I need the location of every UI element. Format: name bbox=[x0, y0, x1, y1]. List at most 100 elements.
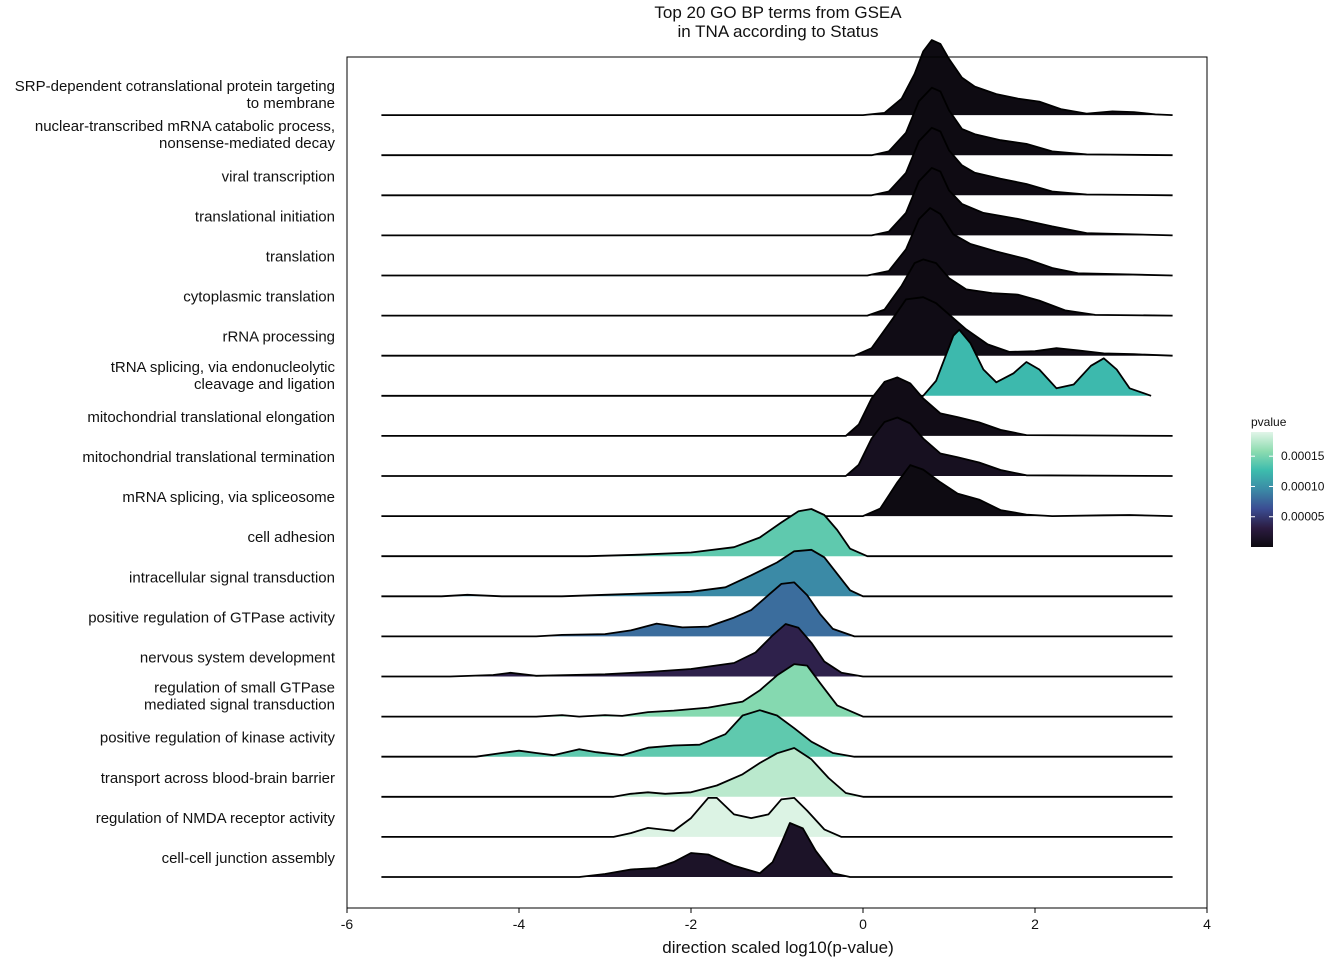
y-label: cell adhesion bbox=[247, 529, 335, 546]
ridge-16 bbox=[381, 709, 1173, 758]
ridge-outline bbox=[381, 167, 1173, 237]
ridge-fill bbox=[381, 624, 1173, 677]
x-tick-label: 4 bbox=[1203, 916, 1211, 932]
ridge-outline bbox=[381, 709, 1173, 758]
ridge-fill bbox=[381, 748, 1173, 797]
ridge-fill bbox=[381, 710, 1173, 757]
ridge-outline bbox=[381, 296, 1173, 357]
ridge-fill bbox=[381, 87, 1173, 156]
ridge-outline bbox=[381, 328, 1152, 397]
x-tick-label: -2 bbox=[685, 916, 698, 932]
chart-title-line-1: Top 20 GO BP terms from GSEA bbox=[654, 3, 902, 22]
ridge-18 bbox=[381, 797, 1173, 838]
y-label: to membrane bbox=[247, 95, 335, 112]
legend-tick-label: 0.00010 bbox=[1281, 479, 1325, 493]
ridge-outline bbox=[381, 376, 1173, 437]
ridge-outline bbox=[381, 797, 1173, 838]
ridge-outline bbox=[381, 464, 1173, 517]
ridge-fill bbox=[381, 167, 1173, 236]
ridge-outline bbox=[381, 508, 1173, 558]
y-label: nervous system development bbox=[140, 650, 336, 667]
ridge-10 bbox=[381, 464, 1173, 517]
legend-tick-label: 0.00005 bbox=[1281, 510, 1325, 524]
ridge-fill bbox=[381, 582, 1173, 637]
ridge-fill bbox=[381, 208, 1173, 276]
ridge-fill bbox=[381, 509, 1173, 557]
y-label: mitochondrial translational termination bbox=[82, 449, 335, 466]
ridge-fill bbox=[381, 417, 1173, 476]
ridge-fill bbox=[381, 297, 1173, 356]
ridge-fill bbox=[381, 549, 1173, 597]
y-label: rRNA processing bbox=[222, 329, 335, 346]
ridge-fill bbox=[381, 127, 1173, 196]
x-tick-label: -4 bbox=[513, 916, 526, 932]
legend-ticks: 0.00005 0.00010 0.00015 bbox=[1251, 449, 1325, 524]
ridge-4 bbox=[381, 207, 1173, 277]
ridge-outline bbox=[381, 416, 1173, 477]
y-label: intracellular signal transduction bbox=[129, 569, 335, 586]
y-label: transport across blood-brain barrier bbox=[101, 770, 335, 787]
ridge-fill bbox=[381, 465, 1173, 517]
y-label: SRP-dependent cotranslational protein ta… bbox=[15, 78, 335, 95]
ridges-group bbox=[381, 39, 1173, 878]
ridge-19 bbox=[381, 822, 1173, 878]
ridge-6 bbox=[381, 296, 1173, 357]
x-axis-label: direction scaled log10(p-value) bbox=[662, 938, 894, 957]
legend-title: pvalue bbox=[1251, 415, 1287, 429]
ridge-13 bbox=[381, 581, 1173, 638]
ridge-outline bbox=[381, 581, 1173, 638]
ridge-0 bbox=[381, 39, 1173, 116]
y-label: nonsense-mediated decay bbox=[159, 135, 335, 152]
ridge-9 bbox=[381, 416, 1173, 477]
ridge-outline bbox=[381, 747, 1173, 798]
ridge-8 bbox=[381, 376, 1173, 437]
y-label: mitochondrial translational elongation bbox=[87, 409, 335, 426]
y-label: positive regulation of kinase activity bbox=[100, 730, 336, 747]
y-label: mRNA splicing, via spliceosome bbox=[122, 489, 335, 506]
y-label: cytoplasmic translation bbox=[183, 289, 335, 306]
y-label: tRNA splicing, via endonucleolytic bbox=[111, 359, 336, 376]
ridge-outline bbox=[381, 39, 1173, 116]
x-axis: -6 -4 -2 0 2 4 bbox=[341, 908, 1211, 932]
ridge-fill bbox=[381, 797, 1173, 837]
ridge-fill bbox=[381, 664, 1173, 717]
chart-title-line-2: in TNA according to Status bbox=[678, 22, 879, 41]
ridge-outline bbox=[381, 822, 1173, 878]
y-label: regulation of small GTPase bbox=[154, 680, 335, 697]
y-label: cell-cell junction assembly bbox=[162, 850, 336, 867]
plot-panel-border bbox=[346, 56, 1208, 909]
ridge-5 bbox=[381, 258, 1173, 317]
ridge-outline bbox=[381, 258, 1173, 317]
legend: pvalue 0.00005 0.00010 0.00015 bbox=[1251, 415, 1325, 547]
ridge-fill bbox=[381, 259, 1173, 316]
y-axis-labels: SRP-dependent cotranslational protein ta… bbox=[15, 78, 336, 867]
y-label: regulation of NMDA receptor activity bbox=[96, 810, 336, 827]
legend-tick-label: 0.00015 bbox=[1281, 449, 1325, 463]
ridge-fill bbox=[381, 823, 1173, 877]
ridge-17 bbox=[381, 747, 1173, 798]
ridge-12 bbox=[381, 548, 1173, 598]
ridge-3 bbox=[381, 167, 1173, 237]
ridge-outline bbox=[381, 126, 1173, 197]
ridge-outline bbox=[381, 548, 1173, 598]
ridge-11 bbox=[381, 508, 1173, 558]
y-label: mediated signal transduction bbox=[144, 697, 335, 714]
ridge-outline bbox=[381, 663, 1173, 718]
ridge-outline bbox=[381, 207, 1173, 277]
ridge-outline bbox=[381, 623, 1173, 678]
ridge-7 bbox=[381, 328, 1152, 397]
y-label: translational initiation bbox=[195, 208, 335, 225]
y-label: cleavage and ligation bbox=[194, 376, 335, 393]
y-label: nuclear-transcribed mRNA catabolic proce… bbox=[35, 118, 335, 135]
ridge-14 bbox=[381, 623, 1173, 678]
y-label: viral transcription bbox=[222, 168, 335, 185]
ridge-fill bbox=[381, 40, 1173, 116]
ridge-fill bbox=[381, 329, 1152, 396]
x-tick-label: -6 bbox=[341, 916, 354, 932]
ridge-15 bbox=[381, 663, 1173, 718]
ridge-1 bbox=[381, 86, 1173, 157]
legend-colorbar bbox=[1251, 432, 1273, 547]
x-tick-label: 0 bbox=[859, 916, 867, 932]
ridge-outline bbox=[381, 86, 1173, 157]
